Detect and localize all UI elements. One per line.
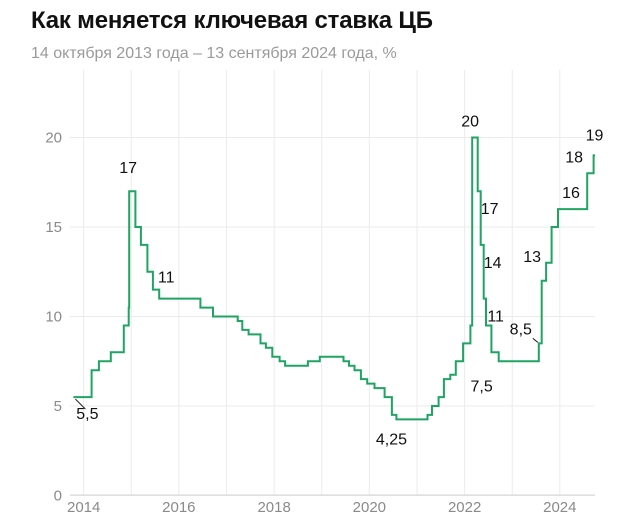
series-layer bbox=[73, 136, 595, 421]
annotation-leader bbox=[75, 398, 86, 410]
annotation-label: 17 bbox=[119, 160, 137, 177]
annotation-label: 16 bbox=[562, 185, 580, 202]
key-rate-line bbox=[73, 136, 595, 421]
x-tick-label: 2016 bbox=[162, 499, 195, 516]
chart-title: Как меняется ключевая ставка ЦБ bbox=[31, 7, 433, 34]
annotation-label: 19 bbox=[586, 127, 604, 144]
annotation-label: 11 bbox=[487, 309, 504, 326]
x-tick-label: 2018 bbox=[257, 499, 290, 516]
annotation-label: 20 bbox=[461, 114, 479, 131]
annotation-leader bbox=[532, 337, 539, 343]
annotation-label: 4,25 bbox=[376, 431, 407, 448]
y-tick-label: 0 bbox=[54, 488, 62, 505]
x-axis-ticks: 2014 2016 2018 2020 2022 2024 bbox=[67, 499, 576, 516]
y-tick-label: 10 bbox=[45, 309, 62, 326]
y-tick-label: 5 bbox=[54, 398, 62, 415]
x-tick-label: 2022 bbox=[448, 499, 481, 516]
y-axis-ticks: 0 5 10 15 20 bbox=[45, 130, 62, 505]
y-tick-label: 20 bbox=[45, 130, 62, 147]
annotation-label: 18 bbox=[565, 149, 583, 166]
x-tick-label: 2014 bbox=[67, 499, 100, 516]
x-tick-label: 2020 bbox=[353, 499, 386, 516]
annotation-label: 13 bbox=[523, 249, 541, 266]
y-tick-label: 15 bbox=[45, 219, 62, 236]
grid bbox=[70, 70, 595, 496]
annotation-label: 14 bbox=[484, 255, 502, 272]
x-tick-label: 2024 bbox=[543, 499, 576, 516]
annotation-label: 17 bbox=[481, 201, 499, 218]
annotation-label: 8,5 bbox=[510, 321, 532, 338]
annotation-label: 7,5 bbox=[471, 378, 493, 395]
chart-subtitle: 14 октября 2013 года – 13 сентября 2024 … bbox=[31, 45, 397, 62]
annotation-label: 11 bbox=[158, 270, 175, 287]
annotation-label: 5,5 bbox=[76, 406, 98, 423]
